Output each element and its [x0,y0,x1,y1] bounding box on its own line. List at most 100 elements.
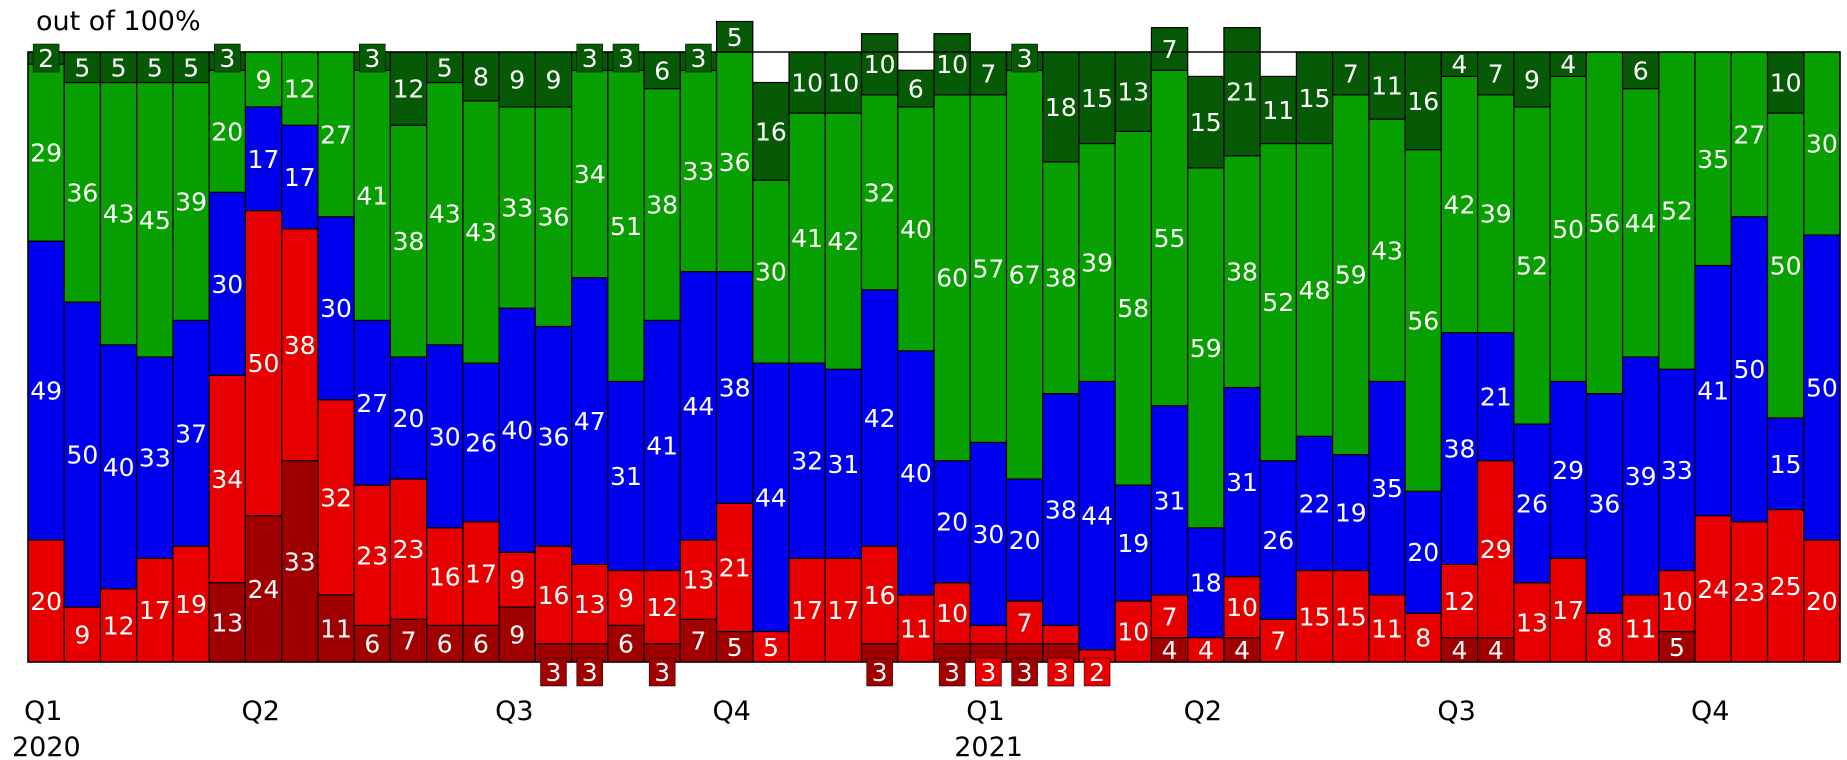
data-label: 50 [248,349,280,378]
data-label: 9 [546,65,562,94]
bar-segment-dark-green [1150,27,1189,71]
data-label: 5 [727,23,743,52]
data-label: 9 [509,566,525,595]
data-label: 26 [1262,526,1294,555]
bar-segment-dark-red [281,460,319,663]
data-label: 10 [864,50,896,79]
data-label: 8 [473,62,489,91]
data-label: 9 [1524,65,1540,94]
data-label: 5 [147,53,163,82]
data-label: 3 [1053,658,1069,687]
bar-segment-green [136,81,174,358]
bar-segment-dark-green [824,51,863,114]
data-label: 24 [1697,575,1729,604]
plot-frame [27,51,1841,663]
bar-segment-dark-red [679,618,718,663]
bar-segment-green [1803,51,1841,236]
data-label: 48 [1299,276,1331,305]
bar-segment-dark-red [462,624,500,663]
data-label: 25 [1770,572,1802,601]
bar-segment-green [1005,69,1044,480]
data-label: 3 [872,658,888,687]
data-label: 38 [1045,264,1077,293]
data-label: 10 [1226,593,1258,622]
data-label: 16 [755,117,787,146]
bar-segment-dark-green [136,51,174,84]
bar-segment-green [607,69,645,383]
data-label: 17 [248,145,280,174]
data-label-badge [866,657,893,687]
data-label: 24 [248,575,280,604]
data-label-badge [1047,657,1075,687]
bar-segment-blue [1694,264,1732,517]
data-label: 26 [1516,489,1548,518]
data-label: 12 [1444,587,1476,616]
data-label: 20 [936,508,968,537]
data-label: 38 [1045,496,1077,525]
data-label: 36 [719,148,751,177]
bar-segment-blue [1005,478,1044,602]
data-label: 38 [284,331,316,360]
data-label: 6 [364,630,380,659]
x-tick-label: Q2 [1184,696,1222,727]
data-label: 27 [320,120,352,149]
bar-segment-red [643,569,681,645]
data-label: 9 [74,621,90,650]
bar-segment-dark-green [389,51,428,126]
bar-segment-red [788,557,826,663]
data-label: 38 [719,374,751,403]
data-label: 33 [501,194,533,223]
data-label-badge [685,43,712,73]
data-label: 15 [1190,108,1222,137]
data-label: 32 [864,178,896,207]
data-label: 33 [683,157,715,186]
bar-segment-blue [1803,234,1841,541]
data-label: 52 [1661,197,1693,226]
bar-segment-blue [1658,368,1696,572]
data-label: 16 [429,563,461,592]
data-label: 10 [1117,618,1149,647]
data-label: 7 [1270,627,1286,656]
data-label: 38 [1444,435,1476,464]
bar-segment-blue [1295,435,1334,572]
bar-segment-dark-green [860,33,899,96]
data-label: 30 [755,258,787,287]
x-axis-tick-labels: Q1 Q2 Q3 Q4 Q1 Q2 Q3 Q4 [24,696,1729,727]
data-label: 7 [401,627,417,656]
data-label: 10 [936,50,968,79]
bar-segment-dark-red [1658,630,1696,663]
bar-segment-green [933,94,971,462]
data-label: 39 [175,187,207,216]
year-label: 2020 [12,732,81,760]
data-label: 30 [972,520,1004,549]
bar-segment-blue [1114,484,1153,602]
data-label: 35 [1371,474,1403,503]
bar-segment-green [824,112,863,370]
data-label: 5 [727,633,743,662]
data-label: 49 [30,377,62,406]
bar-segment-blue [679,271,718,541]
data-label: 30 [320,294,352,323]
bar-segment-red [1513,582,1551,663]
bar-segment-green [1476,94,1515,334]
bar-segment-red [1440,563,1479,639]
bar-segment-red [172,545,210,663]
year-label: 2021 [954,732,1023,760]
bar-segment-blue [281,124,319,230]
bar-segment-dark-red [1150,636,1189,663]
data-label: 12 [393,75,425,104]
data-label: 7 [1488,59,1504,88]
data-label-badge [32,43,60,73]
bar-segment-green [1766,112,1805,419]
data-label: 20 [1407,538,1439,567]
bar-segment-blue [715,271,754,505]
data-label: 3 [582,44,598,73]
data-label: 27 [356,389,388,418]
data-label: 30 [1806,130,1838,159]
bar-segment-blue [1368,380,1406,596]
data-label: 42 [1444,191,1476,220]
data-label: 7 [1017,608,1033,637]
data-label: 8 [1415,624,1431,653]
bar-segment-green [1549,75,1587,383]
data-label: 59 [1190,334,1222,363]
